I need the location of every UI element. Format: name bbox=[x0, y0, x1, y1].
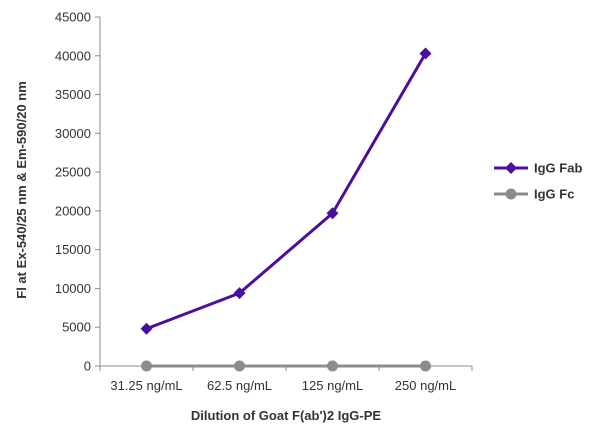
y-tick-label: 15000 bbox=[55, 242, 91, 257]
data-point-igg-fc bbox=[234, 360, 245, 372]
y-tick-label: 5000 bbox=[62, 320, 91, 335]
y-tick-label: 10000 bbox=[55, 281, 91, 296]
y-tick-label: 35000 bbox=[55, 87, 91, 102]
x-tick-label: 250 ng/mL bbox=[395, 378, 456, 393]
data-point-igg-fab bbox=[233, 287, 246, 300]
y-tick-label: 45000 bbox=[55, 10, 91, 25]
x-axis-ticks: 31.25 ng/mL 62.5 ng/mL 125 ng/mL 250 ng/mL bbox=[99, 366, 473, 393]
y-tick-label: 0 bbox=[84, 359, 91, 374]
data-point-igg-fc bbox=[420, 360, 431, 372]
x-tick-label: 31.25 ng/mL bbox=[110, 378, 182, 393]
y-axis-title: Fl at Ex-540/25 nm & Em-590/20 nm bbox=[14, 81, 29, 298]
y-tick-label: 20000 bbox=[55, 203, 91, 218]
data-point-igg-fc bbox=[327, 360, 338, 372]
legend-label-igg-fab: IgG Fab bbox=[534, 161, 582, 176]
series-line-igg-fab bbox=[145, 52, 427, 331]
y-tick-label: 30000 bbox=[55, 126, 91, 141]
data-point-igg-fab bbox=[140, 322, 153, 335]
data-point-igg-fc bbox=[141, 360, 152, 372]
y-tick-label: 25000 bbox=[55, 165, 91, 180]
legend-item-igg-fc: IgG Fc bbox=[494, 187, 574, 202]
legend: IgG Fab IgG Fc bbox=[494, 161, 582, 202]
data-point-igg-fab bbox=[419, 47, 432, 60]
series-igg-fc bbox=[141, 360, 431, 372]
series-layer bbox=[140, 47, 432, 372]
x-tick-label: 62.5 ng/mL bbox=[207, 378, 272, 393]
x-axis-title: Dilution of Goat F(ab')2 IgG-PE bbox=[191, 408, 381, 423]
y-axis-ticks: 0 5000 10000 15000 20000 25000 30000 35000 40000… bbox=[55, 10, 100, 374]
legend-label-igg-fc: IgG Fc bbox=[534, 187, 574, 202]
legend-marker-igg-fab bbox=[505, 162, 517, 174]
x-tick-label: 125 ng/mL bbox=[302, 378, 363, 393]
data-point-igg-fab bbox=[326, 207, 339, 220]
y-tick-label: 40000 bbox=[55, 48, 91, 63]
legend-item-igg-fab: IgG Fab bbox=[494, 161, 582, 176]
legend-marker-igg-fc bbox=[505, 188, 517, 200]
series-igg-fab bbox=[140, 47, 432, 335]
